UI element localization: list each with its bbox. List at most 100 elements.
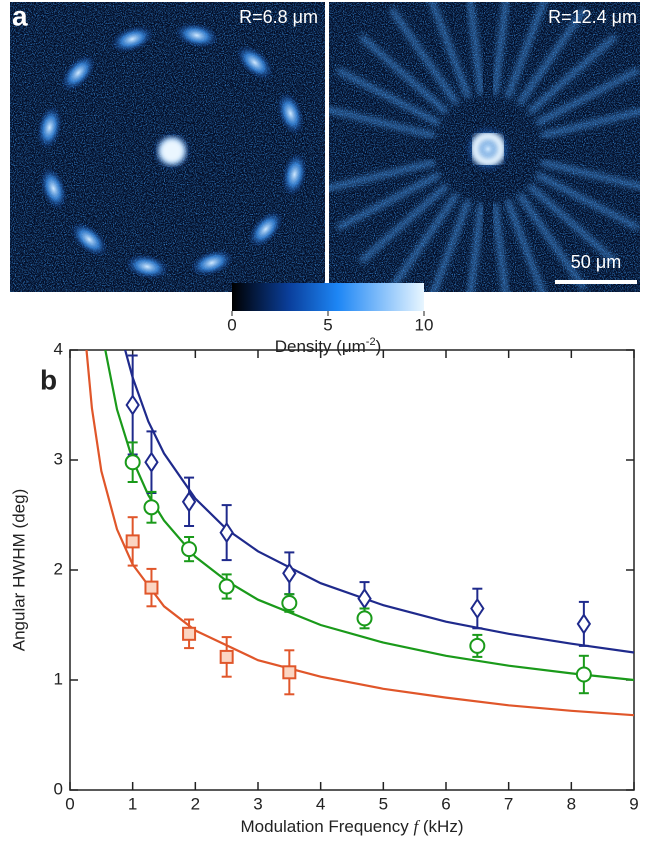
scale-bar-label: 50 μm bbox=[571, 252, 621, 272]
density-streak bbox=[540, 159, 640, 190]
density-streak bbox=[535, 67, 640, 127]
label-superscript: -2 bbox=[366, 336, 376, 348]
density-streak bbox=[516, 192, 588, 291]
circle-marker bbox=[281, 595, 298, 611]
density-streak bbox=[429, 2, 472, 99]
panel-label: b bbox=[40, 364, 57, 395]
diamond-marker bbox=[282, 562, 297, 585]
density-streak bbox=[491, 2, 509, 95]
density-streak bbox=[336, 171, 441, 231]
density-streak bbox=[540, 108, 640, 139]
colorbar-ticks: 0 5 10 bbox=[227, 311, 433, 334]
density-streak bbox=[388, 7, 460, 106]
density-blob bbox=[40, 167, 67, 210]
density-streak bbox=[527, 34, 618, 115]
density-blob bbox=[125, 254, 169, 280]
density-streak bbox=[491, 203, 509, 292]
density-blob bbox=[236, 45, 274, 80]
central-cloud-core bbox=[159, 138, 185, 164]
x-tick-label: 2 bbox=[191, 794, 200, 813]
colorbar-tick-label: 0 bbox=[227, 315, 236, 334]
circle-marker bbox=[469, 637, 486, 654]
y-tick-label: 0 bbox=[54, 779, 63, 798]
density-streak bbox=[358, 34, 449, 115]
colorbar-label: Density (μm-2) bbox=[275, 336, 381, 357]
density-streak bbox=[527, 183, 618, 264]
density-streak bbox=[388, 192, 460, 291]
square-marker bbox=[182, 626, 197, 641]
square-marker bbox=[125, 534, 140, 549]
density-streak bbox=[504, 199, 546, 292]
left-features bbox=[36, 22, 308, 280]
x-tick-label: 3 bbox=[253, 794, 262, 813]
density-blob bbox=[277, 92, 304, 135]
circle-marker bbox=[181, 541, 198, 558]
central-ring bbox=[470, 131, 506, 167]
square-marker bbox=[282, 665, 297, 680]
plot-frame bbox=[69, 349, 635, 791]
diamond-marker bbox=[470, 597, 485, 620]
density-images bbox=[10, 2, 640, 292]
x-tick-label: 0 bbox=[65, 794, 74, 813]
density-blob bbox=[61, 54, 96, 92]
square-marker bbox=[144, 580, 159, 595]
density-streak bbox=[467, 2, 485, 95]
label-part: ) bbox=[376, 337, 382, 356]
diamond-marker bbox=[144, 451, 159, 474]
x-tick-label: 1 bbox=[128, 794, 137, 813]
density-blob bbox=[175, 22, 219, 48]
plot-area: 0 1 2 3 4 5 6 7 8 9 0 1 2 3 4 bbox=[54, 339, 639, 813]
density-streak bbox=[504, 2, 547, 99]
x-tick-label: 6 bbox=[441, 794, 450, 813]
x-tick-label: 7 bbox=[504, 794, 513, 813]
density-streak bbox=[535, 171, 640, 231]
image-caption: R=6.8 μm bbox=[239, 7, 318, 27]
x-tick-label: 4 bbox=[316, 794, 325, 813]
y-tick-label: 1 bbox=[54, 669, 63, 688]
density-blob bbox=[190, 249, 233, 277]
density-blob bbox=[70, 222, 108, 257]
circle-marker bbox=[575, 666, 592, 683]
square-marker bbox=[219, 649, 234, 664]
colorbar bbox=[232, 283, 424, 311]
y-tick-label: 3 bbox=[54, 449, 63, 468]
circle-marker bbox=[356, 610, 373, 627]
density-streak bbox=[329, 159, 436, 192]
panel-label: a bbox=[12, 0, 28, 31]
label-italic: f bbox=[413, 817, 420, 836]
circle-marker bbox=[143, 499, 160, 516]
label-part: (kHz) bbox=[418, 817, 463, 836]
colorbar-tick-label: 10 bbox=[415, 315, 434, 334]
colorbar-tick-label: 5 bbox=[323, 315, 332, 334]
fit-curve bbox=[124, 350, 634, 654]
density-streak bbox=[467, 203, 485, 292]
density-streak bbox=[430, 199, 472, 292]
diamond-marker bbox=[125, 394, 140, 416]
density-streak bbox=[358, 183, 449, 264]
label-part: Modulation Frequency bbox=[241, 817, 414, 836]
right-features bbox=[329, 2, 640, 292]
circle-marker bbox=[124, 454, 141, 471]
x-tick-label: 8 bbox=[567, 794, 576, 813]
y-tick-label: 2 bbox=[54, 559, 63, 578]
y-tick-label: 4 bbox=[54, 339, 63, 358]
image-caption: R=12.4 μm bbox=[548, 7, 637, 27]
x-axis-label: Modulation Frequency f (kHz) bbox=[241, 817, 464, 837]
density-blob bbox=[36, 105, 63, 150]
density-blob bbox=[111, 25, 154, 53]
density-streak bbox=[329, 106, 436, 139]
circle-marker bbox=[218, 578, 235, 595]
fit-curves bbox=[85, 350, 634, 717]
diamond-marker bbox=[219, 521, 234, 544]
diamond-marker bbox=[357, 587, 372, 610]
x-tick-label: 5 bbox=[379, 794, 388, 813]
density-streak bbox=[516, 7, 588, 106]
density-blob bbox=[281, 152, 308, 197]
diamond-marker bbox=[576, 613, 592, 635]
label-part: Density (μm bbox=[275, 337, 366, 356]
density-streak bbox=[336, 67, 441, 127]
x-tick-label: 9 bbox=[629, 794, 638, 813]
fit-curve bbox=[85, 350, 634, 717]
y-axis-label: Angular HWHM (deg) bbox=[9, 489, 28, 652]
